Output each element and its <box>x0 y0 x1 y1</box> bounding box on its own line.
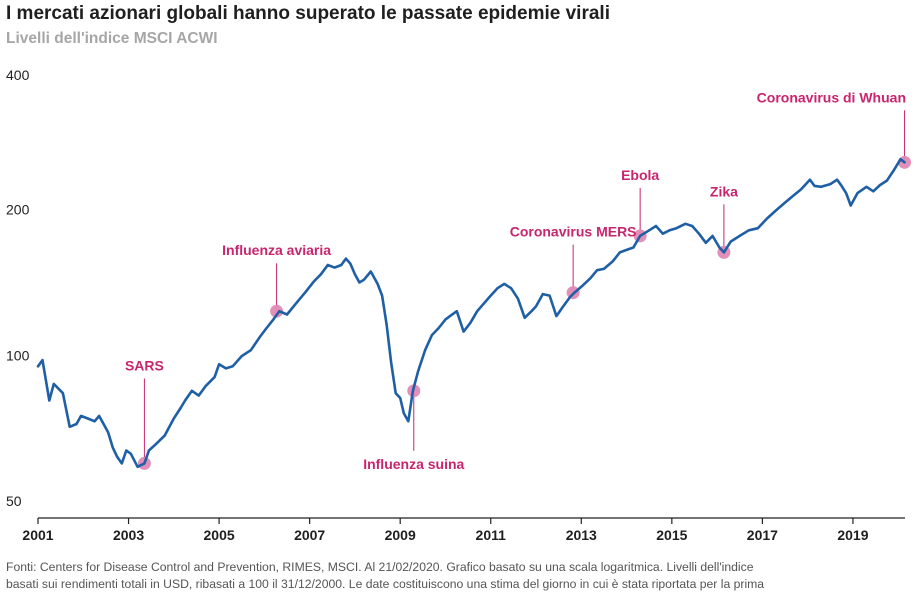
annotation-leader-lines <box>143 110 906 464</box>
y-tick-label-50: 50 <box>6 493 22 509</box>
annotation-label-coronavirus-mers: Coronavirus MERS <box>510 224 637 240</box>
marker-influenza-aviaria <box>270 304 284 318</box>
x-tick-label-2011: 2011 <box>476 527 507 543</box>
x-tick-label-2017: 2017 <box>747 527 778 543</box>
y-axis-ticks: 50 100 200 400 <box>6 67 30 509</box>
x-tick-label-2001: 2001 <box>22 527 53 543</box>
annotation-labels: SARS Influenza aviaria Influenza suina Coro… <box>125 89 906 472</box>
source-footnote: Fonti: Centers for Disease Control and P… <box>6 559 911 593</box>
annotation-label-coronavirus-di-whuan: Coronavirus di Whuan <box>757 89 906 105</box>
x-tick-label-2005: 2005 <box>204 527 235 543</box>
annotation-label-sars: SARS <box>125 357 164 373</box>
annotation-label-ebola: Ebola <box>621 167 659 183</box>
x-tick-label-2009: 2009 <box>385 527 416 543</box>
y-tick-label-100: 100 <box>6 347 30 363</box>
footnote-line-1: Fonti: Centers for Disease Control and P… <box>6 560 754 574</box>
chart-subtitle: Livelli dell'indice MSCI ACWI <box>6 30 218 47</box>
x-tick-label-2007: 2007 <box>294 527 325 543</box>
x-tick-label-2003: 2003 <box>113 527 144 543</box>
x-tick-label-2019: 2019 <box>837 527 868 543</box>
y-tick-label-400: 400 <box>6 67 30 83</box>
annotation-label-influenza-aviaria: Influenza aviaria <box>222 242 331 258</box>
x-axis-ticks: 2001 2003 2005 2007 2009 2011 2013 2015 2017 2019 <box>22 518 869 543</box>
footnote-line-2: basati sui rendimenti totali in USD, rib… <box>6 577 765 591</box>
y-tick-label-200: 200 <box>6 202 30 218</box>
x-tick-label-2015: 2015 <box>656 527 687 543</box>
annotation-label-zika: Zika <box>710 183 738 199</box>
annotation-markers <box>137 155 912 470</box>
chart-title: I mercati azionari globali hanno superat… <box>6 3 610 24</box>
msci-acwi-series-line <box>36 157 906 469</box>
x-tick-label-2013: 2013 <box>566 527 597 543</box>
annotation-label-influenza-suina: Influenza suina <box>363 456 464 472</box>
chart-canvas: 50 100 200 400 2001 2003 2005 2007 2009 2011 2013… <box>6 67 912 543</box>
